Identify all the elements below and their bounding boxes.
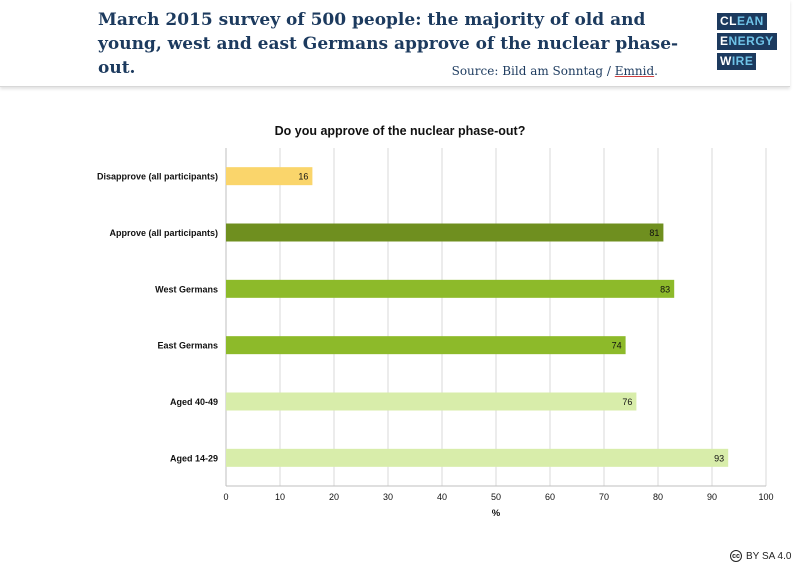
bar bbox=[226, 448, 729, 467]
x-tick-label: 30 bbox=[383, 492, 393, 502]
x-tick-label: 90 bbox=[707, 492, 717, 502]
bar bbox=[226, 279, 675, 298]
license-badge: cc BY SA 4.0 bbox=[730, 550, 791, 562]
x-tick-label: 70 bbox=[599, 492, 609, 502]
bar bbox=[226, 167, 313, 186]
source-line: Source: Bild am Sonntag / Emnid. bbox=[452, 64, 658, 78]
source-suffix: . bbox=[654, 64, 658, 78]
x-tick-label: 40 bbox=[437, 492, 447, 502]
logo-clean: CLEAN bbox=[717, 13, 767, 30]
data-label: 81 bbox=[649, 228, 659, 238]
bar bbox=[226, 336, 626, 355]
bar bbox=[226, 392, 637, 411]
header: March 2015 survey of 500 people: the maj… bbox=[0, 0, 790, 87]
x-tick-label: 80 bbox=[653, 492, 663, 502]
bar bbox=[226, 223, 664, 242]
category-label: Approve (all participants) bbox=[109, 228, 218, 238]
x-tick-label: 0 bbox=[223, 492, 228, 502]
x-axis-label: % bbox=[492, 508, 501, 519]
chart-title: Do you approve of the nuclear phase-out? bbox=[274, 124, 526, 138]
data-label: 76 bbox=[622, 397, 632, 407]
category-label: Aged 14-29 bbox=[170, 453, 218, 463]
page-title: March 2015 survey of 500 people: the maj… bbox=[98, 10, 679, 78]
data-label: 74 bbox=[612, 341, 622, 351]
clean-energy-wire-logo: CLEAN ENERGY WIRE bbox=[717, 12, 777, 72]
logo-energy: ENERGY bbox=[717, 33, 777, 50]
cc-icon: cc bbox=[730, 550, 742, 562]
source-prefix: Source: Bild am Sonntag / bbox=[451, 64, 615, 78]
x-tick-label: 10 bbox=[275, 492, 285, 502]
category-label: Aged 40-49 bbox=[170, 397, 218, 407]
category-label: Disapprove (all participants) bbox=[97, 172, 218, 182]
x-tick-label: 20 bbox=[329, 492, 339, 502]
data-label: 83 bbox=[660, 284, 670, 294]
category-label: East Germans bbox=[157, 341, 218, 351]
category-label: West Germans bbox=[155, 284, 218, 294]
logo-wire: WIRE bbox=[717, 53, 757, 70]
license-text: BY SA 4.0 bbox=[746, 550, 792, 562]
x-tick-label: 60 bbox=[545, 492, 555, 502]
data-label: 93 bbox=[714, 453, 724, 463]
x-tick-label: 100 bbox=[758, 492, 773, 502]
data-label: 16 bbox=[298, 172, 308, 182]
x-tick-label: 50 bbox=[491, 492, 501, 502]
source-emnid: Emnid bbox=[614, 64, 655, 78]
